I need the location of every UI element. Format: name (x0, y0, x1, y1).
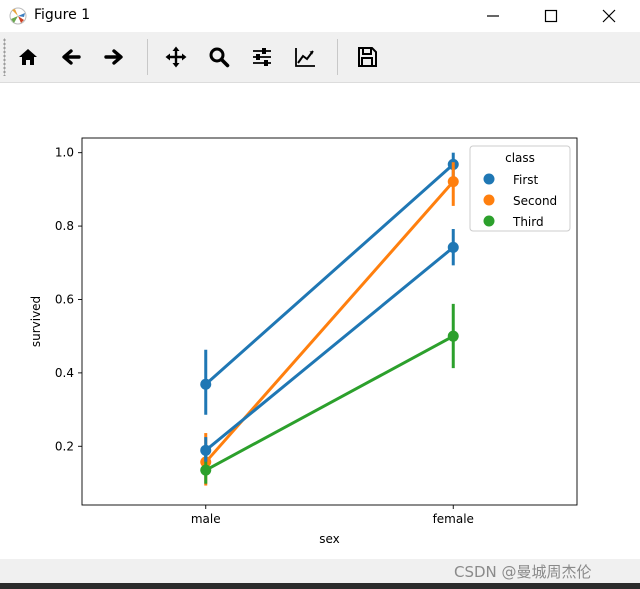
legend-box (469, 145, 571, 232)
move-icon (165, 46, 187, 68)
chart-line-icon (295, 48, 315, 67)
zoom-button[interactable] (203, 41, 235, 73)
series-line (205, 334, 454, 472)
y-tick-label: 1.0 (55, 146, 74, 160)
series-line (204, 246, 455, 452)
legend-label: Third (512, 215, 544, 229)
legend-title: class (505, 151, 535, 165)
home-icon (19, 49, 37, 65)
minimize-icon (487, 15, 499, 17)
legend-label: Second (513, 194, 557, 208)
y-tick-label: 0.4 (55, 366, 74, 380)
back-button[interactable] (55, 41, 87, 73)
arrow-left-icon (62, 49, 81, 65)
data-point (200, 378, 212, 390)
maximize-icon (544, 9, 558, 23)
home-button[interactable] (12, 41, 44, 73)
save-button[interactable] (351, 41, 383, 73)
window-title: Figure 1 (34, 7, 91, 23)
close-button[interactable] (586, 0, 632, 32)
toolbar-grip[interactable] (3, 38, 6, 76)
y-axis-label: survived (29, 296, 43, 347)
data-point (200, 444, 212, 456)
point-plot[interactable]: 0.2 0.4 0.6 0.8 1.0 male female sex survived clas… (0, 83, 640, 559)
series-first (200, 152, 459, 415)
magnifier-icon (209, 47, 230, 68)
taskbar-strip (0, 583, 640, 589)
axes-edit-button[interactable] (289, 41, 321, 73)
y-tick-label: 0.6 (55, 292, 74, 306)
x-tick-label: female (433, 512, 474, 526)
arrow-right-icon (104, 49, 123, 65)
legend-marker (483, 215, 495, 227)
navigation-toolbar (0, 32, 640, 83)
figure-canvas[interactable]: 0.2 0.4 0.6 0.8 1.0 male female sex survived clas… (0, 83, 640, 559)
x-tick-label: male (191, 512, 221, 526)
data-point (447, 241, 459, 253)
sliders-icon (253, 48, 271, 66)
y-tick-label: 0.2 (55, 439, 74, 453)
window-titlebar: Figure 1 (0, 0, 640, 32)
matplotlib-logo-icon (9, 7, 27, 25)
series-third (200, 303, 459, 484)
legend-label: First (513, 173, 539, 187)
legend-marker (483, 173, 495, 185)
pan-button[interactable] (160, 41, 192, 73)
forward-button[interactable] (98, 41, 130, 73)
series-line (204, 163, 455, 386)
data-point (200, 464, 212, 476)
data-point (447, 176, 459, 188)
watermark: CSDN @曼城周杰伦 (454, 563, 592, 581)
maximize-button[interactable] (528, 0, 574, 32)
close-icon (602, 9, 616, 23)
toolbar-separator (337, 39, 338, 75)
data-point (447, 330, 459, 342)
legend-marker (483, 194, 495, 206)
subplots-button[interactable] (246, 41, 278, 73)
series-unlabeled (200, 229, 459, 462)
floppy-disk-icon (358, 47, 377, 67)
legend: class First Second Third (469, 145, 571, 232)
x-axis-label: sex (319, 532, 340, 546)
y-tick-label: 0.8 (55, 219, 74, 233)
minimize-button[interactable] (470, 0, 516, 32)
toolbar-separator (147, 39, 148, 75)
